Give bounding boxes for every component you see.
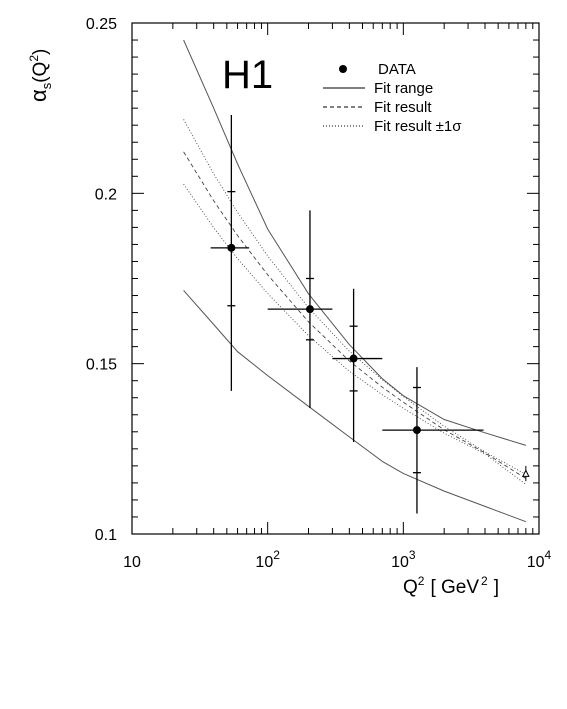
x-tick-label-exp: 3	[409, 548, 416, 562]
legend-label-fit-result: Fit result	[374, 99, 432, 116]
data-point	[227, 243, 236, 252]
x-axis-title-close: ]	[494, 577, 499, 598]
x-axis-title-units: [ GeV	[430, 577, 479, 598]
y-axis-title-alpha: α	[26, 89, 51, 102]
x-tick-label-base: 10	[123, 554, 141, 571]
axis-ticks	[132, 22, 539, 535]
x-tick-label-base: 10	[255, 554, 273, 571]
data-points	[210, 114, 484, 514]
x-axis-title-units-sup: 2	[481, 574, 488, 588]
fit-curve-solid	[183, 290, 527, 523]
y-axis-title-sub: s	[39, 82, 54, 89]
fit-curve-dotted	[183, 183, 527, 485]
y-axis-title-open: (Q	[30, 62, 51, 83]
y-tick-label: 0.2	[95, 186, 117, 203]
data-point	[412, 426, 421, 435]
x-tick-label-base: 10	[527, 554, 545, 571]
plot-frame	[131, 22, 540, 535]
x-tick-label-exp: 2	[273, 548, 280, 562]
y-axis-title-sup: 2	[27, 55, 41, 62]
y-tick-label: 0.25	[86, 16, 117, 33]
extra-marker-triangle	[522, 469, 530, 477]
legend: DATA Fit range Fit result Fit result ±1σ	[323, 61, 462, 135]
x-tick-label: 102	[255, 548, 280, 571]
data-point	[305, 305, 314, 314]
x-tick-label: 10	[123, 554, 141, 571]
x-tick-label-exp: 4	[545, 548, 552, 562]
fit-curves	[183, 39, 527, 523]
fit-curve-dotted	[183, 119, 527, 475]
x-axis-title-q: Q	[403, 577, 418, 598]
data-point	[349, 354, 358, 363]
y-axis-title-close: )	[30, 49, 51, 55]
x-axis-title: Q2[ GeV 2]	[403, 574, 499, 598]
y-tick-label: 0.1	[95, 527, 117, 544]
x-tick-labels: 10 102 103 104	[123, 548, 551, 571]
fit-curve-dashed	[183, 151, 527, 479]
x-tick-label: 104	[527, 548, 552, 571]
y-tick-labels: 0.1 0.15 0.2 0.25	[86, 16, 117, 544]
y-axis-title: αs(Q2)	[26, 49, 54, 102]
x-axis-title-sup: 2	[418, 574, 425, 588]
x-tick-label: 103	[391, 548, 416, 571]
extra-marker	[522, 465, 530, 482]
legend-marker-data	[339, 65, 347, 73]
legend-label-fit-range: Fit range	[374, 80, 433, 97]
legend-label-fit-sigma: Fit result ±1σ	[374, 118, 462, 135]
y-tick-label: 0.15	[86, 357, 117, 374]
legend-label-data: DATA	[378, 61, 416, 78]
experiment-label: H1	[222, 53, 273, 97]
fit-curve-solid	[183, 39, 527, 446]
x-tick-label-base: 10	[391, 554, 409, 571]
